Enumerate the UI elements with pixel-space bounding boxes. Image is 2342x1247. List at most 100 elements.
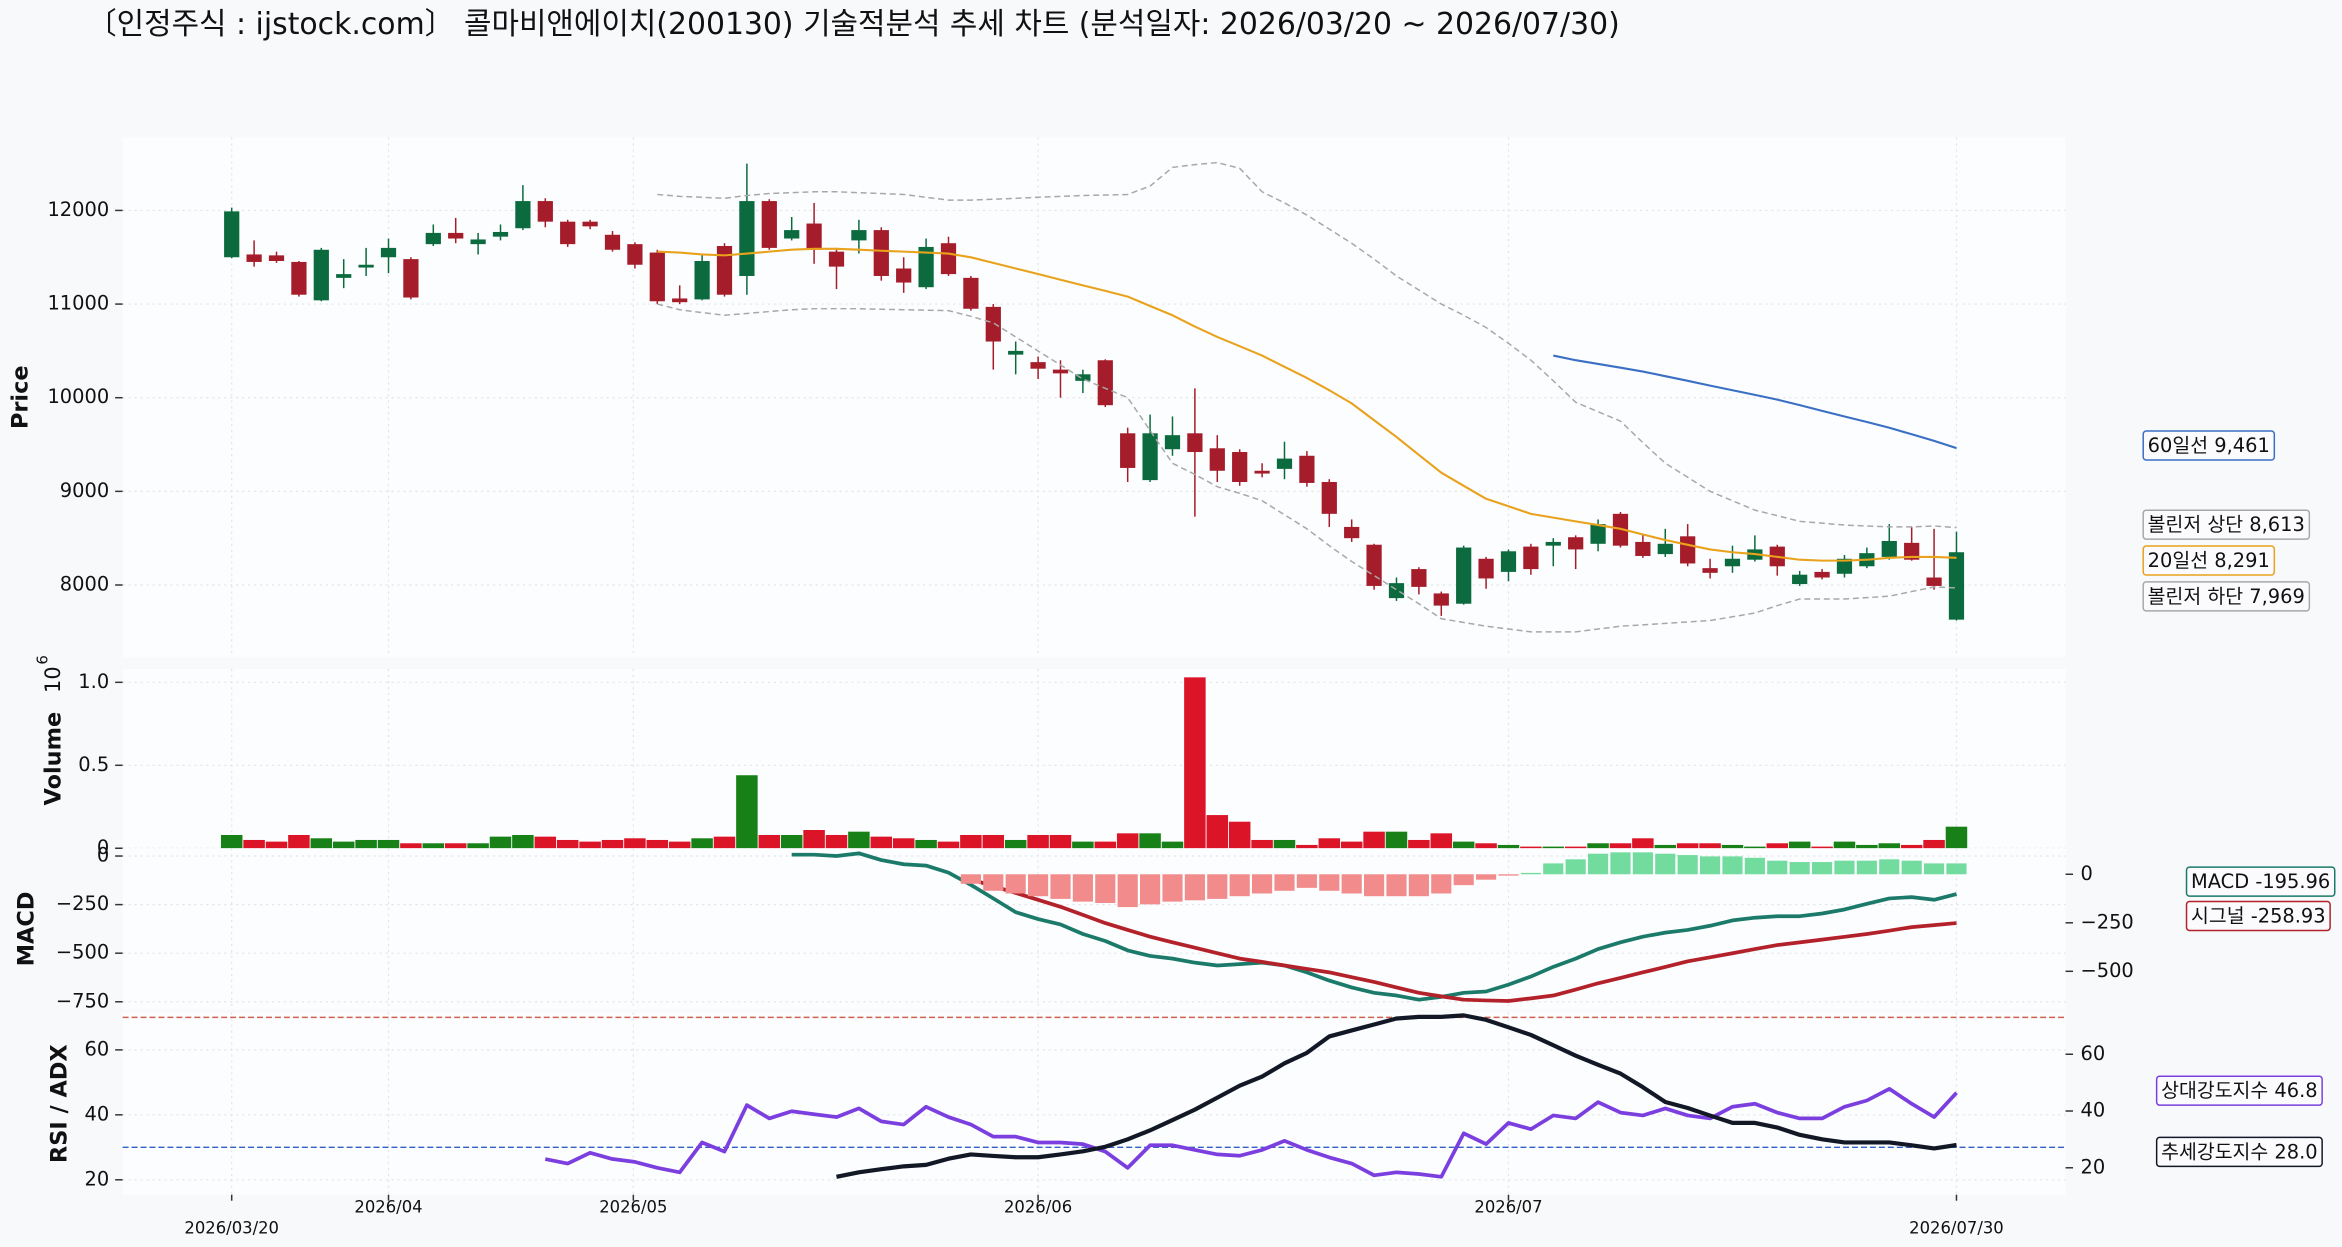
legend-box <box>2155 1075 2323 1106</box>
legend-label: 볼린저 하단 7,969 <box>2148 585 2305 608</box>
candle-body <box>380 247 397 258</box>
candle-body <box>1590 524 1606 544</box>
volume-bar <box>1139 833 1161 849</box>
histogram-bar <box>1565 859 1586 875</box>
histogram-bar <box>1677 855 1698 875</box>
x-category-label: 2026/03/20 <box>184 1219 279 1238</box>
volume-bar <box>1945 826 1968 849</box>
candle-body <box>963 277 979 309</box>
candle-body <box>1523 546 1539 570</box>
volume-bar <box>467 843 489 849</box>
candle-body <box>224 211 240 258</box>
candle-body <box>784 230 800 239</box>
candle-body <box>1232 452 1248 482</box>
volume-bar <box>1296 844 1318 849</box>
histogram-bar <box>1140 874 1161 905</box>
legend-box <box>2185 900 2331 932</box>
candle-body <box>1478 558 1494 579</box>
volume-bar <box>1004 839 1027 849</box>
volume-bar <box>1408 839 1430 849</box>
volume-bar <box>937 841 960 849</box>
volume-bar <box>646 839 669 849</box>
candle-body <box>1881 540 1897 557</box>
volume-bar <box>1833 841 1856 849</box>
candle-body <box>403 259 419 298</box>
legend-box <box>2142 430 2276 461</box>
series-line <box>1553 354 1957 450</box>
volume-bar <box>1788 841 1811 849</box>
volume-bar <box>400 843 422 849</box>
histogram-bar <box>1431 874 1452 894</box>
volume-bar <box>780 834 803 849</box>
histogram-bar <box>1252 874 1273 894</box>
histogram-bar <box>960 874 981 884</box>
series-line <box>657 247 1957 562</box>
histogram-bar <box>1722 856 1743 875</box>
candle-body <box>1657 543 1673 555</box>
plot-area <box>122 1012 2066 1195</box>
volume-bar <box>1273 839 1296 849</box>
volume-bar <box>1206 815 1229 849</box>
legend-tag: 볼린저 하단 7,969 <box>2142 581 2311 612</box>
volume-bar <box>1923 839 1945 849</box>
y-tick-label: 0 <box>97 836 109 859</box>
volume-bar <box>915 839 937 849</box>
volume-bar <box>1632 838 1654 849</box>
volume-bar <box>1452 841 1475 849</box>
candle-body <box>806 223 822 250</box>
candle-body <box>672 298 688 303</box>
x-tick-label: 2026/05 <box>599 1198 667 1217</box>
candle-body <box>604 234 621 250</box>
volume-bar <box>288 834 310 849</box>
y-axis-label: Price <box>8 365 34 429</box>
volume-bar <box>512 834 534 849</box>
candle-body <box>851 230 867 241</box>
candle-body <box>1680 536 1696 564</box>
candle-body <box>1321 481 1337 514</box>
y-tick-label: 40 <box>84 1102 109 1125</box>
histogram-bar <box>1229 874 1250 897</box>
volume-bar <box>691 838 713 849</box>
volume-bar <box>556 839 579 849</box>
histogram-bar <box>1834 860 1855 875</box>
volume-bar <box>1049 834 1072 849</box>
candle-body <box>627 244 643 265</box>
x-tick-label: 2026/06 <box>1004 1198 1072 1217</box>
legend-tag: 상대강도지수 46.8 <box>2155 1075 2323 1106</box>
candle-body <box>1836 558 1853 574</box>
histogram-bar <box>1453 874 1474 886</box>
volume-bar <box>758 834 781 849</box>
y-scale-exponent: 6 <box>33 655 51 665</box>
histogram-bar <box>1028 874 1049 897</box>
candle-body <box>694 261 710 300</box>
candle-body <box>1568 537 1584 550</box>
y2-tick-label: 60 <box>2080 1042 2105 1065</box>
legend-tag: 60일선 9,461 <box>2142 430 2276 461</box>
candle-body <box>940 243 957 275</box>
volume-bar <box>265 841 288 849</box>
candle-body <box>537 201 553 222</box>
histogram-bar <box>1520 872 1541 875</box>
volume-bar <box>1340 841 1363 849</box>
volume-bar <box>713 836 736 849</box>
plot-area <box>122 848 2066 1010</box>
volume-bar <box>534 836 557 849</box>
legend-box <box>2142 509 2311 540</box>
volume-bar <box>1228 821 1251 849</box>
y-tick-label: 9000 <box>60 479 109 502</box>
volume-bar <box>1161 841 1184 849</box>
volume-bar <box>377 839 400 849</box>
histogram-bar <box>1744 857 1765 875</box>
volume-bar <box>220 834 243 849</box>
candle-body <box>1366 544 1382 586</box>
candle-body <box>1724 558 1741 567</box>
candle-body <box>1635 541 1651 556</box>
plot-area <box>122 137 2066 658</box>
volume-bar <box>1072 841 1094 849</box>
series-line <box>836 1013 1957 1179</box>
histogram-bar <box>1005 874 1026 894</box>
volume-bar <box>1744 846 1766 849</box>
volume-bar <box>1609 843 1632 849</box>
histogram-bar <box>1341 874 1362 894</box>
